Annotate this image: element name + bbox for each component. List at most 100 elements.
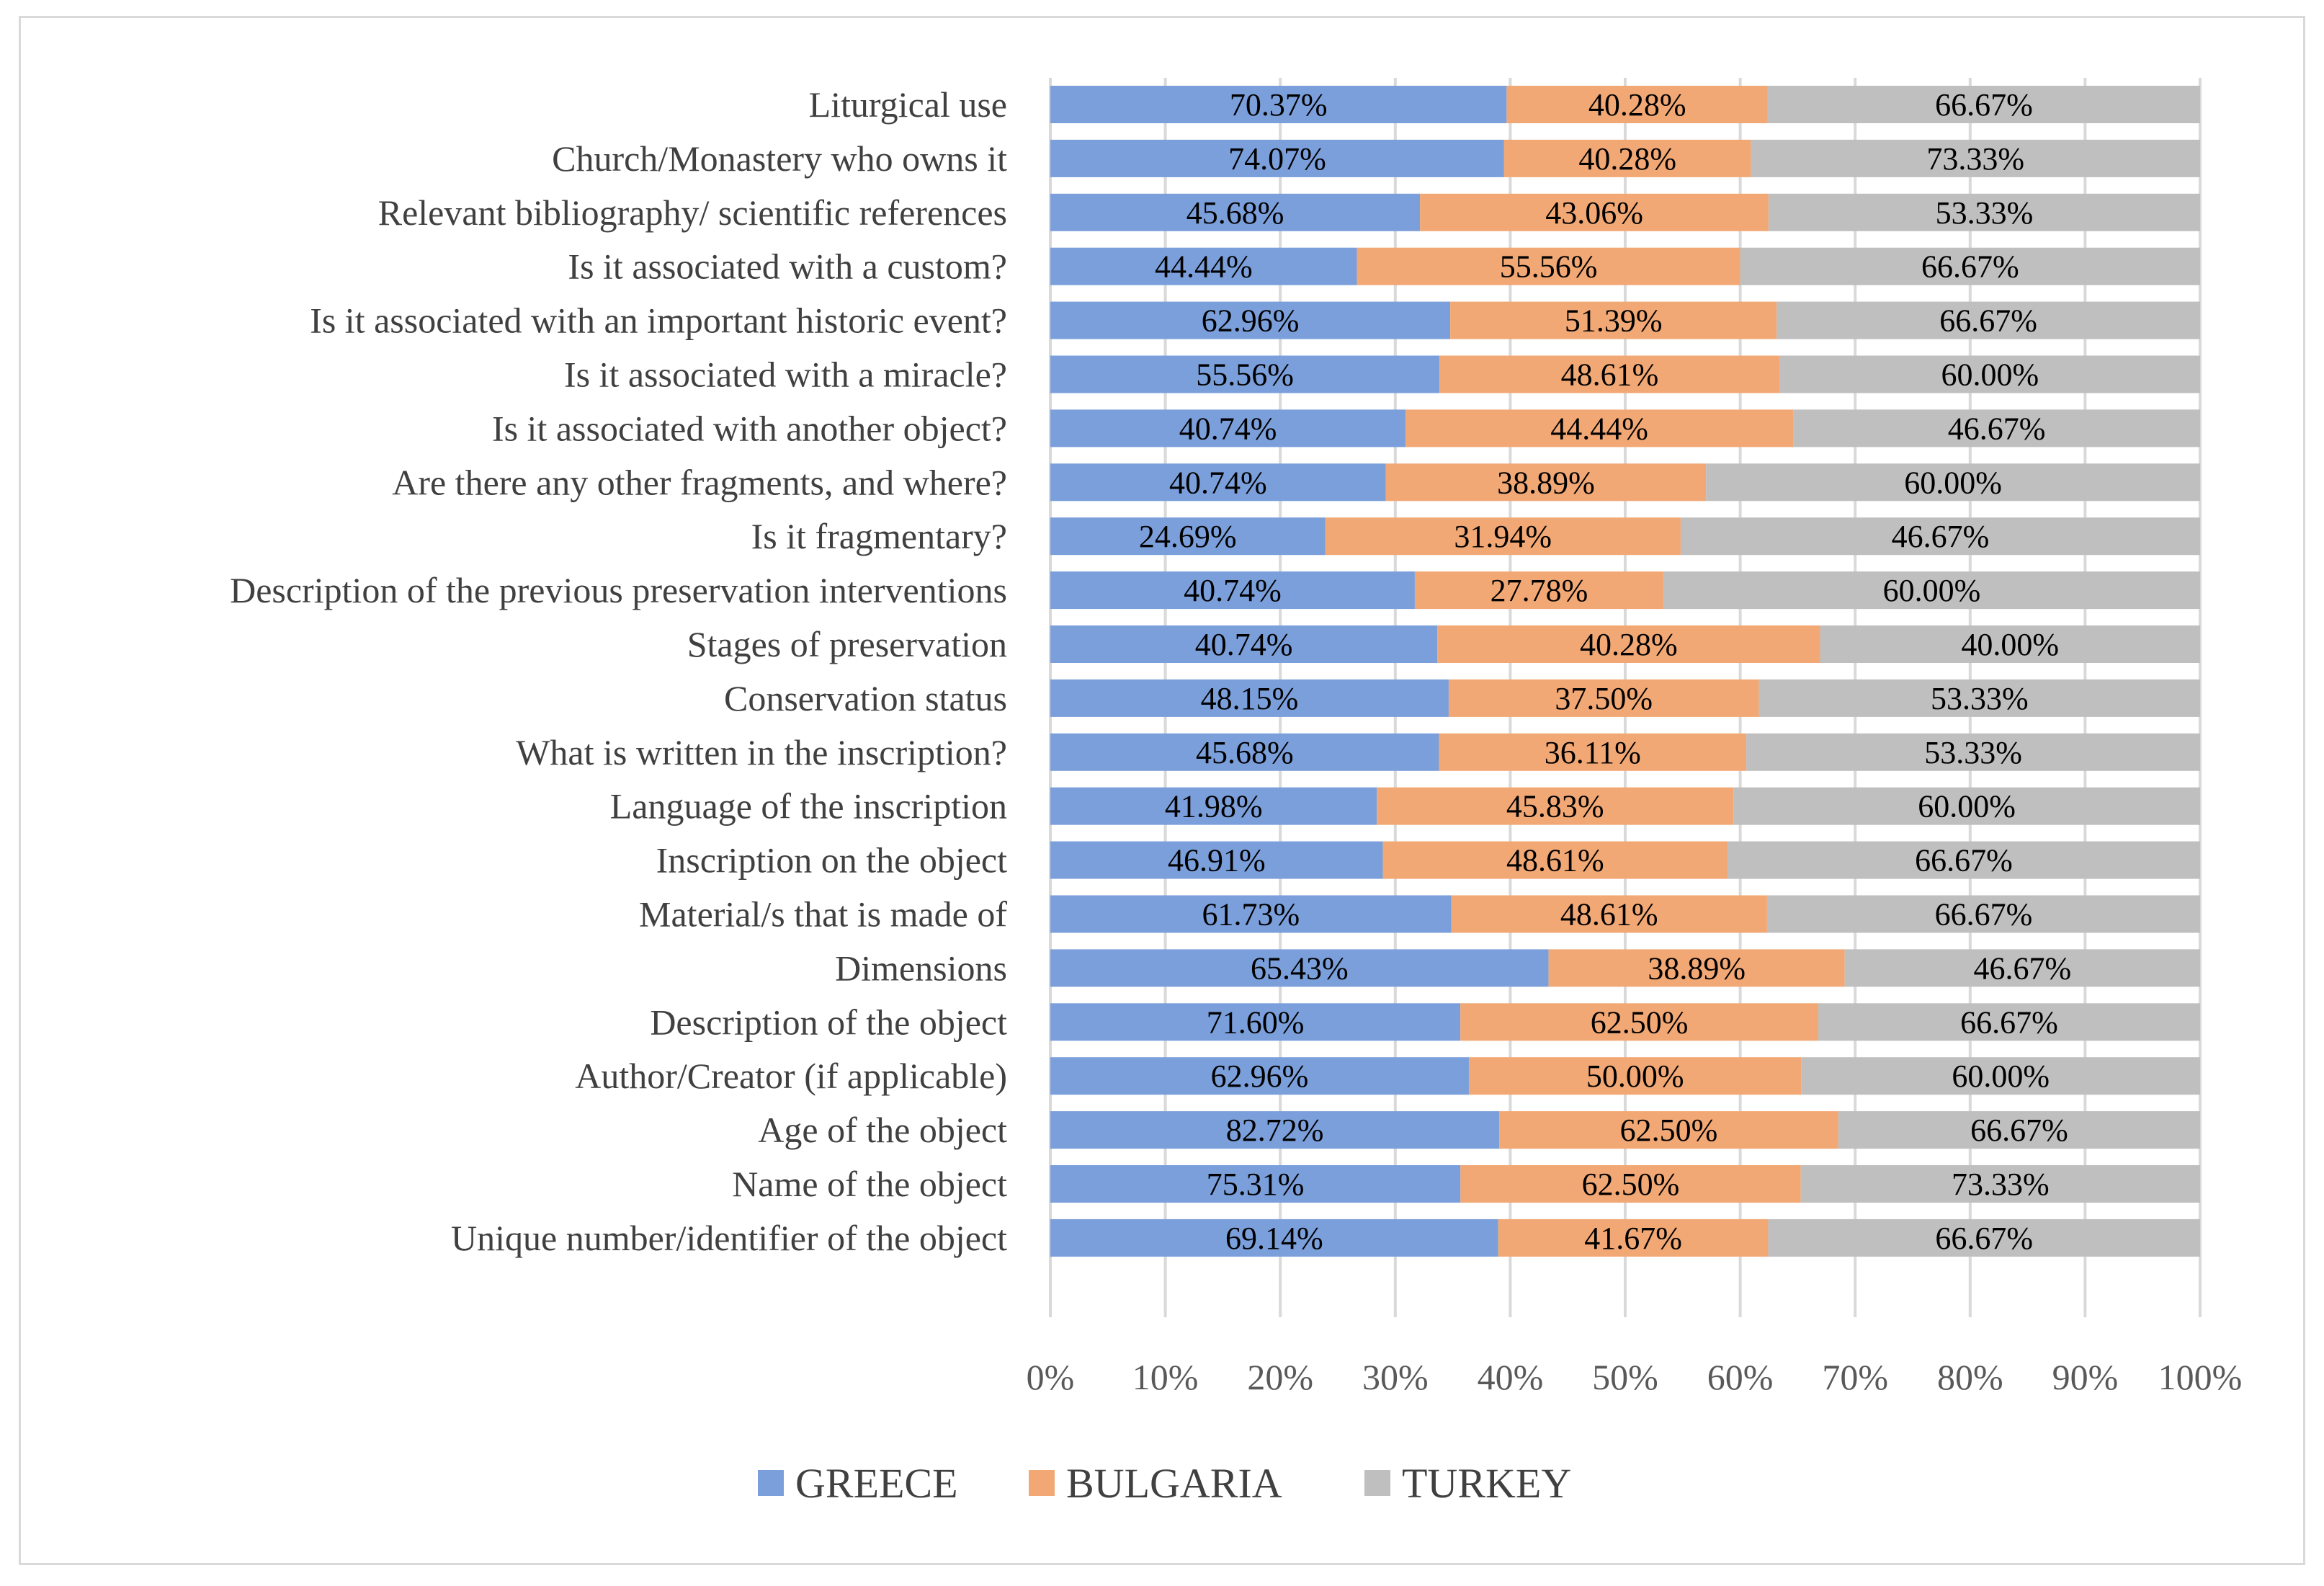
bar-segment-turkey xyxy=(1768,193,2200,231)
data-label-turkey: 60.00% xyxy=(1883,573,1981,608)
bar-segment-greece xyxy=(1050,787,1377,825)
bar-segment-bulgaria xyxy=(1405,409,1794,447)
category-label: Liturgical use xyxy=(809,84,1007,125)
bar-segment-bulgaria xyxy=(1450,301,1777,339)
data-label-greece: 46.91% xyxy=(1168,843,1266,878)
bar-segment-turkey xyxy=(1733,787,2200,825)
bar-segment-bulgaria xyxy=(1498,1219,1769,1257)
bar-segment-greece xyxy=(1050,139,1504,177)
data-label-turkey: 60.00% xyxy=(1941,357,2039,393)
bar-segment-greece xyxy=(1050,517,1326,556)
data-label-turkey: 66.67% xyxy=(1970,1113,2068,1148)
bar-segment-turkey xyxy=(1801,1057,2200,1095)
data-label-bulgaria: 48.61% xyxy=(1506,843,1604,878)
data-label-greece: 45.68% xyxy=(1196,735,1294,770)
bar-segment-greece xyxy=(1050,949,1549,987)
x-tick-label: 40% xyxy=(1478,1357,1544,1397)
bar-segment-greece xyxy=(1050,409,1406,447)
data-label-bulgaria: 62.50% xyxy=(1582,1167,1680,1202)
data-label-greece: 74.07% xyxy=(1228,141,1326,177)
data-label-greece: 40.74% xyxy=(1169,465,1267,500)
data-label-greece: 75.31% xyxy=(1207,1167,1305,1202)
data-label-turkey: 73.33% xyxy=(1952,1167,2050,1202)
data-label-bulgaria: 62.50% xyxy=(1591,1004,1689,1040)
bar-segment-greece xyxy=(1050,679,1449,717)
data-label-greece: 48.15% xyxy=(1201,681,1299,716)
x-axis-tick-labels: 0% 10% 20% 30% 40% 50% 60% 70% 80% 90% 100% xyxy=(1027,1357,2243,1397)
data-label-bulgaria: 37.50% xyxy=(1555,681,1653,716)
bar-segment-bulgaria xyxy=(1414,571,1663,610)
data-label-bulgaria: 31.94% xyxy=(1454,519,1552,554)
bar-segment-turkey xyxy=(1663,571,2200,610)
bar-segment-bulgaria xyxy=(1420,193,1769,231)
data-label-turkey: 60.00% xyxy=(1952,1059,2050,1094)
category-label: Is it associated with an important histo… xyxy=(310,300,1007,341)
data-label-bulgaria: 51.39% xyxy=(1565,303,1663,339)
data-label-bulgaria: 48.61% xyxy=(1561,357,1659,393)
category-label: Description of the object xyxy=(650,1002,1007,1042)
data-label-bulgaria: 40.28% xyxy=(1580,627,1678,662)
bar-segment-turkey xyxy=(1766,895,2200,933)
data-label-bulgaria: 45.83% xyxy=(1506,789,1604,824)
bar-segment-bulgaria xyxy=(1503,139,1751,177)
data-label-turkey: 66.67% xyxy=(1915,843,2013,878)
data-label-turkey: 66.67% xyxy=(1935,897,2033,932)
bar-segment-greece xyxy=(1050,625,1438,663)
bar-segment-bulgaria xyxy=(1439,733,1747,771)
bar-segment-turkey xyxy=(1751,139,2200,177)
category-label: Is it fragmentary? xyxy=(751,516,1007,556)
category-label: Is it associated with a custom? xyxy=(568,246,1007,287)
category-label: Material/s that is made of xyxy=(639,894,1007,935)
bar-segment-turkey xyxy=(1758,679,2200,717)
x-tick-label: 90% xyxy=(2052,1357,2119,1397)
bar-segment-bulgaria xyxy=(1357,247,1740,285)
bar-segment-greece xyxy=(1050,571,1415,610)
data-label-turkey: 46.67% xyxy=(1974,950,2072,986)
bar-segment-bulgaria xyxy=(1448,679,1759,717)
data-label-turkey: 66.67% xyxy=(1921,249,2019,285)
data-label-bulgaria: 41.67% xyxy=(1584,1221,1682,1256)
data-label-greece: 69.14% xyxy=(1225,1221,1323,1256)
bar-segment-greece xyxy=(1050,1165,1461,1203)
x-tick-label: 50% xyxy=(1592,1357,1658,1397)
bar-segment-greece xyxy=(1050,247,1357,285)
data-label-turkey: 40.00% xyxy=(1961,627,2059,662)
legend-swatch-bulgaria xyxy=(1029,1470,1055,1496)
data-label-turkey: 53.33% xyxy=(1931,681,2029,716)
bar-segment-turkey xyxy=(1776,301,2200,339)
data-label-turkey: 66.67% xyxy=(1939,303,2037,339)
x-tick-label: 0% xyxy=(1027,1357,1075,1397)
data-label-greece: 65.43% xyxy=(1251,950,1349,986)
x-tick-label: 20% xyxy=(1247,1357,1313,1397)
x-tick-label: 60% xyxy=(1707,1357,1774,1397)
data-label-bulgaria: 40.28% xyxy=(1588,87,1686,122)
bar-segment-bulgaria xyxy=(1468,1057,1802,1095)
data-label-bulgaria: 44.44% xyxy=(1550,411,1648,446)
bar-segment-turkey xyxy=(1838,1111,2200,1149)
data-label-greece: 24.69% xyxy=(1139,519,1237,554)
bar-segment-turkey xyxy=(1706,463,2200,502)
bar-segment-bulgaria xyxy=(1548,949,1845,987)
bar-segment-turkey xyxy=(1680,517,2200,556)
data-label-turkey: 53.33% xyxy=(1924,735,2022,770)
data-label-turkey: 60.00% xyxy=(1918,789,2016,824)
bar-segment-bulgaria xyxy=(1382,841,1728,879)
bar-segment-bulgaria xyxy=(1499,1111,1838,1149)
data-label-bulgaria: 55.56% xyxy=(1500,249,1598,285)
bar-segment-turkey xyxy=(1768,1219,2200,1257)
category-labels: Liturgical use Church/Monastery who owns … xyxy=(230,84,1007,1258)
category-label: Is it associated with another object? xyxy=(492,408,1007,448)
x-tick-label: 80% xyxy=(1937,1357,2003,1397)
bar-segment-bulgaria xyxy=(1439,355,1780,393)
data-label-turkey: 66.67% xyxy=(1960,1004,2058,1040)
data-label-greece: 70.37% xyxy=(1230,87,1328,122)
data-label-bulgaria: 38.89% xyxy=(1648,950,1746,986)
bar-segment-turkey xyxy=(1844,949,2200,987)
bar-segment-bulgaria xyxy=(1460,1165,1801,1203)
legend-label-turkey: TURKEY xyxy=(1402,1460,1571,1507)
bar-segment-greece xyxy=(1050,1111,1500,1149)
bar-segment-turkey xyxy=(1779,355,2200,393)
data-label-greece: 62.96% xyxy=(1202,303,1300,339)
legend-label-greece: GREECE xyxy=(795,1460,958,1507)
